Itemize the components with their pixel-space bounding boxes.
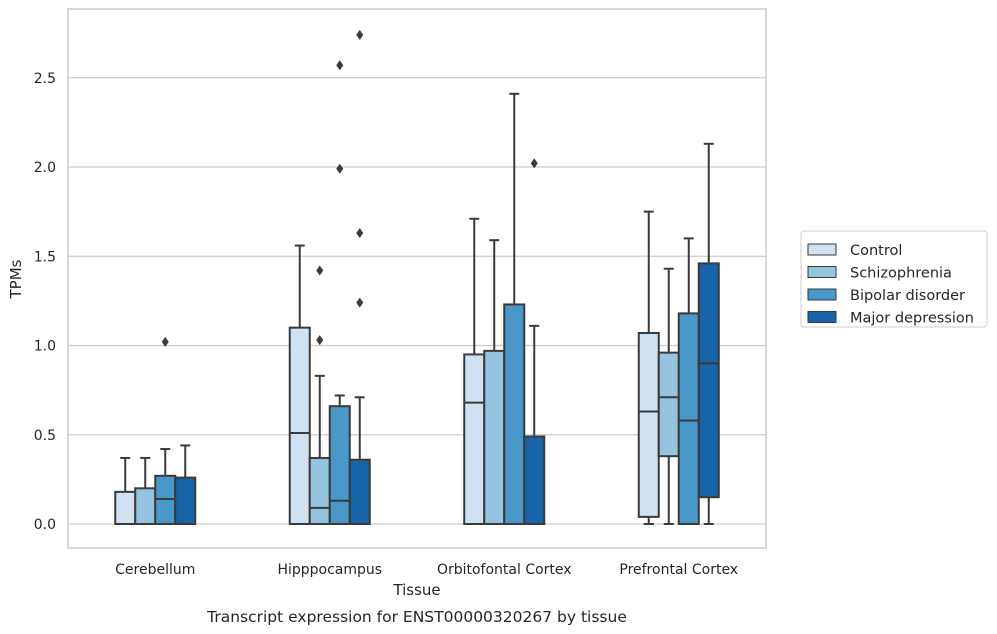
- x-tick-label: Orbitofontal Cortex: [437, 562, 572, 578]
- legend-label: Control: [850, 243, 902, 259]
- box-body: [637, 332, 660, 518]
- legend-label: Schizophrenia: [850, 266, 952, 282]
- y-tick-label: 1.5: [34, 249, 56, 265]
- x-tick-label: Cerebellum: [115, 562, 195, 578]
- box-schizophrenia: [657, 267, 680, 525]
- legend-swatch: [807, 243, 837, 256]
- outlier-point: [336, 163, 344, 174]
- box-body: [348, 458, 371, 525]
- box-body: [134, 487, 157, 525]
- outlier-point: [356, 297, 364, 308]
- plot-frame: [67, 8, 767, 549]
- x-axis-label: Tissue: [392, 581, 440, 599]
- box-body: [308, 456, 331, 525]
- box-body: [483, 349, 506, 526]
- legend-swatch: [807, 311, 837, 323]
- box-body: [503, 303, 526, 525]
- legend-swatch: [807, 266, 837, 278]
- y-tick-label: 2.5: [34, 71, 56, 87]
- box-body: [657, 351, 680, 458]
- box-schizophrenia: [134, 456, 157, 525]
- x-tick-label: Prefrontal Cortex: [619, 562, 738, 578]
- box-major-depression: [174, 444, 197, 525]
- outlier-point: [356, 228, 364, 239]
- box-bipolar-disorder: [503, 92, 526, 525]
- chart-caption: Transcript expression for ENST0000032026…: [206, 608, 627, 626]
- legend-swatch: [807, 288, 837, 301]
- y-tick-label: 1.0: [34, 339, 56, 355]
- x-tick-labels: Cerebellum Hipppocampus Orbitofontal Corte…: [115, 562, 738, 578]
- box-major-depression: [697, 142, 720, 525]
- box-body: [697, 262, 720, 499]
- legend: Control Schizophrenia Bipolar disorder Majo…: [800, 230, 988, 328]
- outlier-point: [530, 158, 538, 169]
- y-tick-label: 0.0: [34, 517, 56, 533]
- box-body: [523, 435, 546, 525]
- box-body: [328, 405, 351, 525]
- outlier-point: [356, 29, 364, 40]
- y-tick-labels: 0.0 0.5 1.0 1.5 2.0 2.5: [34, 71, 56, 533]
- box-body: [677, 312, 700, 525]
- y-axis-label: TPMs: [7, 259, 25, 299]
- legend-label: Major depression: [850, 311, 974, 327]
- outlier-point: [336, 60, 344, 71]
- x-tick-label: Hipppocampus: [277, 562, 382, 578]
- plot-background: [68, 9, 766, 548]
- box-body: [463, 353, 486, 525]
- box-body: [174, 476, 197, 525]
- y-tick-label: 2.0: [34, 160, 56, 176]
- box-series: [114, 29, 720, 526]
- outlier-point: [316, 265, 324, 276]
- box-major-depression: [523, 158, 546, 525]
- box-body: [114, 490, 137, 525]
- box-body: [288, 326, 311, 525]
- outlier-point: [316, 335, 324, 346]
- box-control: [288, 244, 311, 525]
- y-tick-label: 0.5: [34, 428, 56, 444]
- box-schizophrenia: [483, 239, 506, 526]
- outlier-point: [161, 336, 169, 347]
- legend-frame: [800, 230, 988, 328]
- box-bipolar-disorder: [154, 336, 177, 525]
- legend-label: Bipolar disorder: [850, 288, 965, 304]
- box-major-depression: [348, 29, 371, 525]
- box-schizophrenia: [308, 265, 331, 525]
